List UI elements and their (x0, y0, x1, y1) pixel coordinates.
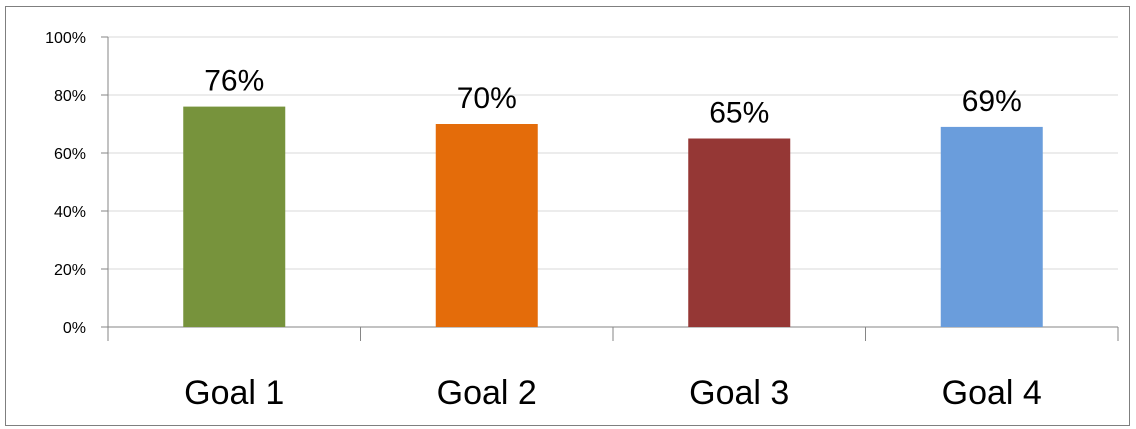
data-label-4: 69% (962, 85, 1022, 118)
y-axis-tick-labels: 0% 20% 40% 60% 80% 100% (45, 30, 86, 337)
y-tick-label: 80% (54, 88, 86, 105)
y-tick-label: 0% (63, 320, 86, 337)
category-label-3: Goal 3 (689, 374, 789, 412)
data-label-1: 76% (204, 65, 264, 98)
category-label-1: Goal 1 (184, 374, 284, 412)
y-tick-label: 40% (54, 204, 86, 221)
data-label-2: 70% (457, 82, 517, 115)
bar-2 (435, 124, 538, 327)
data-labels: 76% 70% 65% 69% (204, 65, 1022, 130)
category-label-4: Goal 4 (942, 374, 1042, 412)
y-tick-label: 60% (54, 146, 86, 163)
category-label-2: Goal 2 (437, 374, 537, 412)
x-axis-category-labels: Goal 1 Goal 2 Goal 3 Goal 4 (184, 374, 1042, 412)
bar-4 (940, 126, 1043, 328)
y-tick-label: 100% (45, 30, 86, 47)
bars (183, 106, 1043, 328)
y-tick-label: 20% (54, 262, 86, 279)
bar-1 (183, 106, 286, 327)
bar-3 (688, 138, 791, 327)
data-label-3: 65% (709, 97, 769, 130)
